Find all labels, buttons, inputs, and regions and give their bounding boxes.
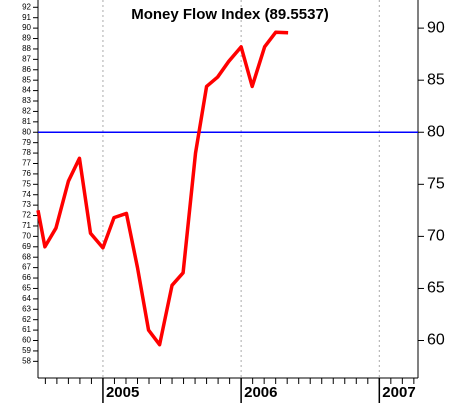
y2-tick-label: 75 — [427, 176, 445, 193]
y-tick-label: 87 — [22, 54, 31, 63]
y-tick-label: 74 — [22, 190, 31, 199]
y-tick-label: 81 — [22, 117, 31, 126]
y-tick-label: 83 — [22, 96, 31, 105]
y-tick-label: 77 — [22, 159, 31, 168]
y-tick-label: 86 — [22, 65, 31, 74]
y2-tick-label: 80 — [427, 123, 445, 140]
chart-title: Money Flow Index (89.5537) — [131, 6, 329, 23]
y-tick-label: 90 — [22, 23, 31, 32]
y-tick-label: 88 — [22, 44, 31, 53]
y-tick-label: 70 — [22, 231, 31, 240]
y-tick-label: 62 — [22, 315, 31, 324]
y-tick-label: 58 — [22, 356, 31, 365]
y-tick-label: 61 — [22, 325, 31, 334]
y-tick-label: 67 — [22, 263, 31, 272]
y2-tick-label: 65 — [427, 280, 445, 297]
y-tick-label: 79 — [22, 138, 31, 147]
y-tick-label: 64 — [22, 294, 31, 303]
y-tick-label: 73 — [22, 200, 31, 209]
y-tick-label: 91 — [22, 13, 31, 22]
y-tick-label: 68 — [22, 252, 31, 261]
y2-tick-label: 90 — [427, 19, 445, 36]
y-tick-label: 80 — [22, 127, 31, 136]
y-tick-label: 60 — [22, 336, 31, 345]
y-tick-label: 82 — [22, 107, 31, 116]
y-tick-label: 89 — [22, 34, 31, 43]
y-tick-label: 63 — [22, 304, 31, 313]
y2-tick-label: 70 — [427, 228, 445, 245]
x-tick-label: 2006 — [244, 384, 277, 401]
y-tick-label: 76 — [22, 169, 31, 178]
y-tick-label: 75 — [22, 179, 31, 188]
x-tick-label: 2007 — [382, 384, 415, 401]
y-tick-label: 66 — [22, 273, 31, 282]
y-tick-label: 59 — [22, 346, 31, 355]
y-tick-label: 72 — [22, 211, 31, 220]
y2-tick-label: 60 — [427, 332, 445, 349]
y-tick-label: 65 — [22, 284, 31, 293]
x-tick-label: 2005 — [106, 384, 139, 401]
y-tick-label: 85 — [22, 75, 31, 84]
line-series — [36, 30, 289, 347]
y-tick-label: 78 — [22, 148, 31, 157]
y-tick-label: 84 — [22, 86, 31, 95]
y-tick-label: 69 — [22, 242, 31, 251]
y2-tick-label: 85 — [427, 71, 445, 88]
y-tick-label: 92 — [22, 2, 31, 11]
y-tick-label: 71 — [22, 221, 31, 230]
